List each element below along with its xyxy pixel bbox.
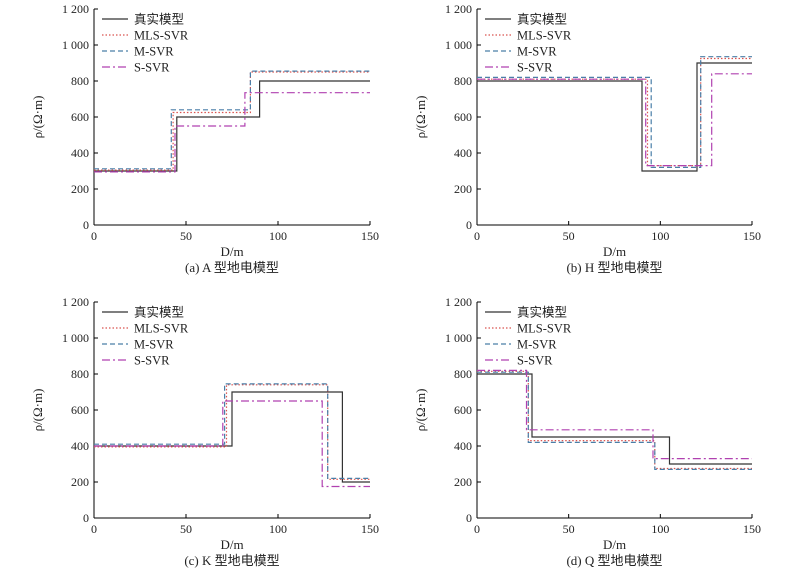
legend-label: MLS-SVR: [134, 29, 189, 43]
series-line-MLS-SVR: [94, 384, 370, 480]
legend-label: M-SVR: [517, 45, 557, 59]
chart-panel-0: 0 200 400 600 800 1 000 1 200 0 50 100 150 真实模型 MLS-…: [30, 2, 379, 275]
legend-label: M-SVR: [134, 45, 174, 59]
y-tick-label: 800: [454, 367, 472, 381]
x-tick-label: 0: [474, 522, 480, 536]
x-tick-label: 0: [91, 229, 97, 243]
series-line-真实模型: [477, 62, 752, 172]
y-tick-label: 400: [71, 439, 89, 453]
y-tick-label: 200: [454, 475, 472, 489]
series-line-M-SVR: [94, 70, 370, 170]
y-tick-label: 600: [454, 110, 472, 124]
series-line-S-SVR: [94, 400, 370, 488]
legend-label: 真实模型: [517, 305, 567, 320]
series-line-真实模型: [94, 80, 370, 172]
series-line-M-SVR: [477, 371, 752, 470]
y-tick-label: 400: [454, 146, 472, 160]
x-axis-label: D/m: [603, 537, 626, 552]
series-line-MLS-SVR: [477, 370, 752, 470]
x-tick-label: 150: [361, 522, 379, 536]
x-tick-label: 50: [563, 229, 575, 243]
y-tick-label: 1 000: [62, 38, 89, 52]
series-line-S-SVR: [477, 73, 752, 167]
x-tick-label: 0: [474, 229, 480, 243]
y-tick-label: 200: [71, 475, 89, 489]
x-tick-label: 100: [651, 229, 669, 243]
series-line-S-SVR: [477, 369, 752, 460]
legend-label: S-SVR: [134, 61, 170, 75]
legend-label: MLS-SVR: [134, 322, 189, 336]
y-tick-label: 600: [454, 403, 472, 417]
series-line-MLS-SVR: [477, 57, 752, 167]
y-tick-label: 1 200: [62, 295, 89, 309]
y-axis-label: ρ/(Ω·m): [30, 389, 45, 432]
x-tick-label: 100: [269, 522, 287, 536]
y-tick-label: 400: [454, 439, 472, 453]
series-line-真实模型: [477, 373, 752, 465]
x-axis-label: D/m: [603, 244, 626, 259]
x-tick-label: 50: [180, 522, 192, 536]
x-tick-label: 150: [361, 229, 379, 243]
y-tick-label: 0: [466, 218, 472, 232]
y-tick-label: 800: [71, 74, 89, 88]
x-tick-label: 150: [743, 229, 761, 243]
x-axis-label: D/m: [220, 537, 243, 552]
x-axis-label: D/m: [220, 244, 243, 259]
y-tick-label: 200: [71, 182, 89, 196]
y-tick-label: 400: [71, 146, 89, 160]
chart-panel-1: 0 200 400 600 800 1 000 1 200 0 50 100 150 真实模型 MLS-…: [413, 2, 761, 275]
y-tick-label: 1 000: [445, 38, 472, 52]
legend-label: S-SVR: [517, 354, 553, 368]
legend-label: M-SVR: [134, 338, 174, 352]
legend-label: 真实模型: [517, 12, 567, 27]
y-tick-label: 0: [83, 511, 89, 525]
legend-label: 真实模型: [134, 305, 184, 320]
legend-label: 真实模型: [134, 12, 184, 27]
series-line-MLS-SVR: [94, 71, 370, 171]
y-tick-label: 800: [454, 74, 472, 88]
chart-panel-2: 0 200 400 600 800 1 000 1 200 0 50 100 150 真实模型 MLS-…: [30, 295, 379, 568]
y-tick-label: 1 200: [445, 2, 472, 16]
y-tick-label: 200: [454, 182, 472, 196]
legend-label: S-SVR: [517, 61, 553, 75]
chart-panel-3: 0 200 400 600 800 1 000 1 200 0 50 100 150 真实模型 MLS-…: [413, 295, 761, 568]
series-line-真实模型: [94, 391, 370, 483]
x-tick-label: 100: [651, 522, 669, 536]
y-axis-label: ρ/(Ω·m): [30, 96, 45, 139]
y-tick-label: 0: [83, 218, 89, 232]
x-tick-label: 0: [91, 522, 97, 536]
x-tick-label: 150: [743, 522, 761, 536]
y-tick-label: 600: [71, 403, 89, 417]
chart-caption: (d) Q 型地电模型: [566, 553, 662, 568]
legend-label: MLS-SVR: [517, 322, 572, 336]
y-tick-label: 1 200: [445, 295, 472, 309]
chart-caption: (a) A 型地电模型: [185, 260, 279, 275]
legend-label: M-SVR: [517, 338, 557, 352]
y-tick-label: 0: [466, 511, 472, 525]
y-tick-label: 800: [71, 367, 89, 381]
y-tick-label: 1 000: [445, 331, 472, 345]
series-line-S-SVR: [94, 92, 370, 173]
chart-caption: (b) H 型地电模型: [566, 260, 662, 275]
chart-caption: (c) K 型地电模型: [184, 553, 279, 568]
legend-label: MLS-SVR: [517, 29, 572, 43]
series-line-M-SVR: [94, 383, 370, 479]
y-axis-label: ρ/(Ω·m): [413, 389, 428, 432]
y-tick-label: 600: [71, 110, 89, 124]
x-tick-label: 50: [563, 522, 575, 536]
x-tick-label: 100: [269, 229, 287, 243]
legend-label: S-SVR: [134, 354, 170, 368]
y-tick-label: 1 000: [62, 331, 89, 345]
y-tick-label: 1 200: [62, 2, 89, 16]
x-tick-label: 50: [180, 229, 192, 243]
y-axis-label: ρ/(Ω·m): [413, 96, 428, 139]
series-line-M-SVR: [477, 56, 752, 168]
